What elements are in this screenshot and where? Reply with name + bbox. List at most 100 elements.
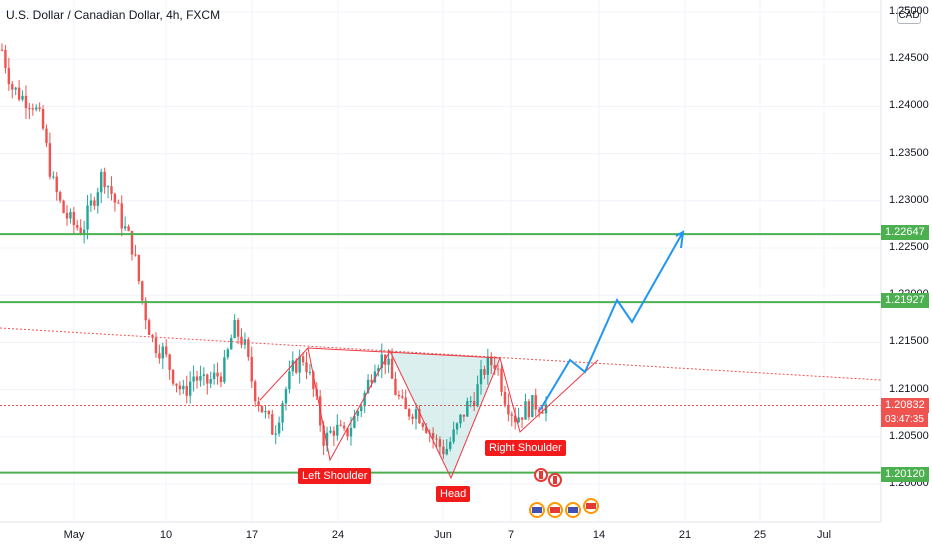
candle-body [216, 372, 219, 377]
candle-body [295, 360, 298, 373]
candle-body [520, 417, 524, 420]
candle-body [96, 192, 99, 206]
candle-body [425, 426, 428, 433]
candle-body [127, 226, 130, 231]
candle-body [62, 200, 65, 213]
candle-body [199, 376, 202, 381]
candle-body [510, 414, 513, 416]
candle-body [339, 424, 342, 426]
head-label: Head [436, 486, 471, 502]
candle-body [531, 395, 534, 418]
candle-body [154, 337, 158, 354]
candle-body [110, 186, 113, 194]
candle-body [366, 379, 370, 393]
candle-body [31, 108, 34, 110]
candle-body [524, 401, 527, 420]
candle-body [28, 108, 31, 110]
candle-body [253, 381, 257, 402]
candle-body [479, 369, 483, 385]
candle-body [431, 433, 435, 439]
candle-body [322, 425, 325, 446]
candle-body [401, 396, 404, 398]
candle-body [507, 404, 510, 415]
candle-body [82, 229, 86, 234]
candle-body [284, 389, 288, 404]
candle-body [452, 429, 455, 442]
candle-body [260, 405, 264, 413]
candle-body [274, 433, 277, 435]
event-flags[interactable] [525, 468, 605, 523]
candle-body [247, 339, 250, 357]
candle-body [298, 356, 301, 373]
candle-body [93, 200, 96, 206]
candle-body [387, 358, 390, 365]
time-tick-label: 17 [245, 529, 259, 541]
candle-body [360, 406, 363, 412]
candle-body [407, 409, 411, 417]
candle-body [476, 384, 479, 407]
candle-body [175, 383, 178, 386]
candle-body [421, 423, 425, 427]
flag-us-icon[interactable] [547, 502, 563, 518]
candle-body [4, 49, 7, 68]
time-tick-label: 25 [753, 529, 767, 541]
time-tick-label: Jun [434, 529, 452, 541]
candle-body [363, 392, 366, 407]
price-tick-label: 1.22500 [889, 241, 929, 253]
head-fill [390, 351, 500, 478]
candle-body [455, 423, 459, 430]
time-tick-label: 24 [331, 529, 345, 541]
flag-us-icon[interactable] [565, 502, 581, 518]
symbol-title: U.S. Dollar / Canadian Dollar, 4h, FXCM [6, 8, 221, 22]
candle-body [305, 362, 308, 373]
candle-body [291, 360, 295, 372]
flag-ca-icon[interactable] [548, 473, 562, 487]
candle-body [527, 401, 531, 418]
price-tick-label: 1.21000 [889, 382, 929, 395]
candle-body [137, 255, 141, 282]
candle-body [308, 371, 312, 373]
candle-body [89, 200, 93, 206]
flag-ca-icon[interactable] [534, 468, 548, 482]
flag-us-icon[interactable] [529, 502, 545, 518]
candle-body [226, 349, 230, 358]
candle-body [24, 95, 28, 109]
candle-body [356, 411, 360, 416]
candle-body [212, 372, 216, 380]
candle-body [202, 374, 206, 377]
neckline-trendline [0, 327, 882, 381]
drawings-layer [0, 230, 882, 480]
candle-body [380, 354, 383, 369]
candle-body [271, 414, 274, 435]
price-tick-label: 1.20500 [889, 429, 929, 442]
candle-body [11, 84, 14, 90]
forecast-path [539, 231, 684, 411]
flag-us-icon[interactable] [583, 498, 599, 514]
candle-body [113, 193, 117, 203]
candle-body [171, 369, 175, 384]
candle-body [106, 186, 110, 188]
current-price-tag: 1.20832 [881, 398, 929, 413]
candle-body [223, 357, 226, 383]
candle-body [349, 427, 353, 437]
candle-body [38, 107, 41, 109]
candle-body [45, 128, 48, 144]
candle-body [240, 336, 243, 345]
chart-gridlines [0, 0, 881, 522]
candle-body [178, 385, 182, 390]
candle-body [281, 403, 284, 423]
candle-body [65, 212, 69, 219]
candle-body [373, 371, 377, 383]
candle-body [435, 438, 438, 440]
pattern-zigzag [259, 346, 599, 480]
forecast-arrowhead [675, 230, 685, 249]
candle-body [185, 385, 188, 396]
currency-badge[interactable]: CAD [897, 7, 921, 24]
candle-body [503, 391, 507, 405]
candle-body [459, 414, 462, 424]
pattern-neckline [307, 347, 501, 359]
candle-body [414, 409, 418, 419]
candle-body [483, 369, 486, 375]
candle-body [325, 432, 329, 446]
